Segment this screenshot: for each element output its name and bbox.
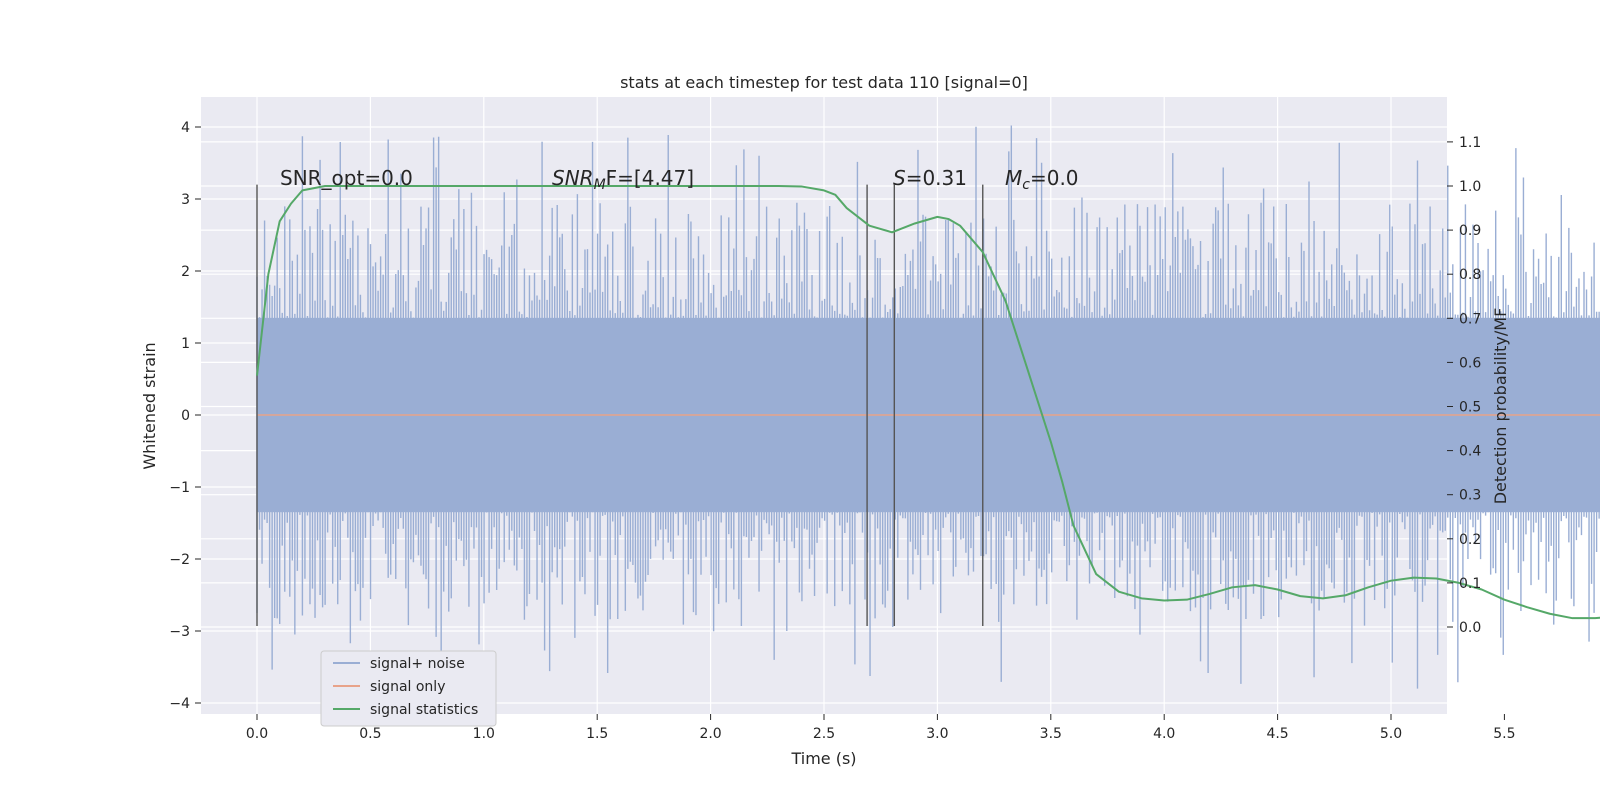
- y-tick-label: 0: [181, 408, 190, 424]
- x-tick-label: 3.5: [1040, 726, 1062, 742]
- x-tick-label: 0.0: [246, 726, 268, 742]
- annotation-snr-opt: SNR_opt=0.0: [280, 166, 413, 190]
- x-tick-label: 1.5: [586, 726, 608, 742]
- y2-tick-label: 0.7: [1459, 311, 1481, 327]
- x-axis-label: Time (s): [790, 749, 856, 768]
- y2-tick-label: 0.2: [1459, 532, 1481, 548]
- s-rest: =0.31: [906, 166, 967, 190]
- s-name: S: [893, 166, 906, 190]
- x-tick-label: 5.0: [1380, 726, 1402, 742]
- y2-tick-label: 1.1: [1459, 135, 1481, 151]
- y-axis-label: Whitened strain: [140, 342, 159, 469]
- x-tick-label: 4.5: [1266, 726, 1288, 742]
- y2-tick-label: 0.6: [1459, 355, 1481, 371]
- legend: signal+ noise signal only signal statist…: [320, 650, 497, 727]
- y-tick-label: −2: [169, 552, 190, 568]
- signal-statistics-line: [256, 185, 1600, 620]
- y2-tick-label: 0.8: [1459, 267, 1481, 283]
- y2-tick-label: 0.9: [1459, 223, 1481, 239]
- y-tick-label: 1: [181, 336, 190, 352]
- mc-name: M: [1005, 166, 1022, 190]
- x-tick-label: 2.5: [813, 726, 835, 742]
- legend-label-signal-noise: signal+ noise: [370, 656, 465, 672]
- y-tick-label: −1: [169, 480, 190, 496]
- y-tick-label: 3: [181, 192, 190, 208]
- y2-tick-label: 0.0: [1459, 620, 1481, 636]
- y-tick-label: −4: [169, 696, 190, 712]
- y-tick-label: 4: [181, 120, 190, 136]
- y-tick-label: 2: [181, 264, 190, 280]
- y2-axis-label: Detection probability/MF: [1491, 308, 1510, 505]
- x-tick-label: 5.5: [1493, 726, 1515, 742]
- y2-axis-ticks: 1.1 1.0 0.9 0.8 0.7 0.6 0.5 0.4 0.3 0.2 0.1 0.0: [1447, 135, 1481, 636]
- y-tick-label: −3: [169, 624, 190, 640]
- chart-title: stats at each timestep for test data 110…: [620, 73, 1028, 92]
- x-axis-ticks: 0.00.51.01.52.02.53.03.54.04.55.05.56.06…: [246, 714, 1516, 742]
- vertical-markers: [256, 184, 984, 626]
- y-axis-ticks: 4 3 2 1 0 −1 −2 −3 −4: [169, 120, 201, 712]
- legend-box: [320, 650, 497, 727]
- annotation-mc: Mc=0.0: [1005, 166, 1079, 193]
- snr-mf-subscript: M: [594, 177, 606, 193]
- x-tick-label: 4.0: [1153, 726, 1175, 742]
- y2-tick-label: 0.3: [1459, 488, 1481, 504]
- y2-tick-label: 0.5: [1459, 400, 1481, 416]
- x-tick-label: 3.0: [926, 726, 948, 742]
- y2-tick-label: 1.0: [1459, 179, 1481, 195]
- x-tick-label: 1.0: [473, 726, 495, 742]
- y2-tick-label: 0.4: [1459, 444, 1481, 460]
- annotation-snr-mf: SNRMF=[4.47]: [552, 166, 694, 193]
- snr-mf-rest: F=[4.47]: [606, 166, 694, 190]
- mc-subscript: c: [1022, 177, 1030, 193]
- y2-tick-label: 0.1: [1459, 576, 1481, 592]
- signal-statistics-series: [256, 185, 1600, 620]
- legend-label-signal-statistics: signal statistics: [370, 702, 478, 718]
- snr-mf-name: SNR: [552, 166, 594, 190]
- annotation-s: S=0.31: [893, 166, 967, 190]
- x-tick-label: 2.0: [699, 726, 721, 742]
- legend-label-signal-only: signal only: [370, 679, 445, 695]
- mc-rest: =0.0: [1030, 166, 1079, 190]
- x-tick-label: 0.5: [359, 726, 381, 742]
